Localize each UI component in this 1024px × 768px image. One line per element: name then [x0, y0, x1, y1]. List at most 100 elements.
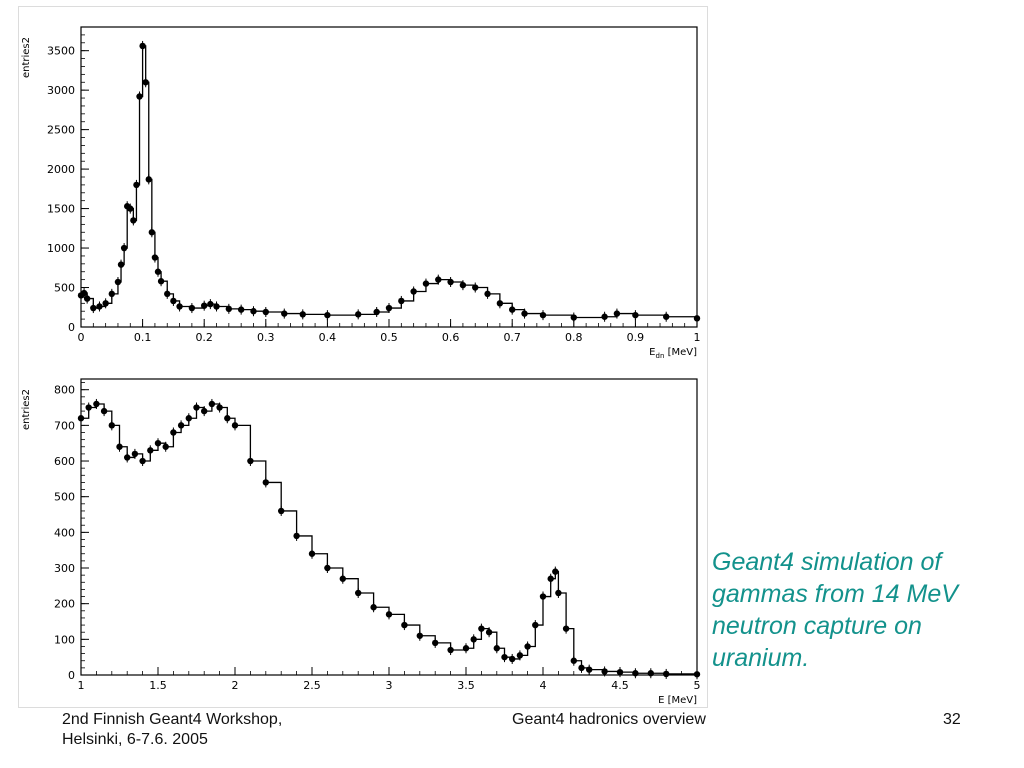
- data-point: [100, 407, 108, 415]
- data-point: [207, 300, 214, 308]
- data-point: [96, 303, 103, 310]
- data-point: [472, 284, 479, 291]
- data-point: [432, 639, 439, 647]
- x-tick-label: 3: [386, 679, 393, 692]
- data-point: [562, 625, 570, 632]
- data-point: [157, 278, 165, 285]
- data-point: [154, 268, 162, 275]
- data-point: [324, 564, 331, 572]
- data-point: [213, 303, 220, 310]
- series-line-1: [81, 45, 698, 319]
- footer-left: 2nd Finnish Geant4 Workshop, Helsinki, 6…: [62, 710, 392, 750]
- x-tick-label: 2.5: [303, 679, 321, 692]
- plot-frame-2: [80, 378, 698, 676]
- data-point: [693, 315, 701, 322]
- data-point: [130, 217, 137, 224]
- y-tick-label: 500: [54, 282, 75, 295]
- data-point: [188, 304, 196, 312]
- data-point: [516, 652, 524, 659]
- data-point: [139, 457, 146, 465]
- data-point: [114, 278, 122, 286]
- caption-line-1: Geant4 simulation of: [712, 548, 942, 576]
- x-tick-label: 4.5: [611, 679, 629, 692]
- y-axis-label: entries2: [21, 389, 32, 430]
- data-point: [385, 611, 393, 618]
- data-point: [496, 300, 504, 307]
- y-tick-label: 100: [54, 633, 75, 646]
- x-tick-label: 0: [78, 331, 85, 344]
- data-point: [385, 304, 393, 312]
- y-tick-label: 1000: [47, 242, 75, 255]
- data-point: [162, 443, 169, 450]
- data-point: [693, 671, 701, 678]
- x-tick-label: 0.7: [503, 331, 521, 344]
- data-point: [485, 629, 493, 636]
- data-point: [208, 400, 216, 408]
- data-point: [663, 313, 670, 320]
- data-point: [339, 575, 346, 582]
- data-point: [170, 297, 177, 305]
- x-tick-label: 0.4: [319, 331, 337, 344]
- caption-line-4: uranium.: [712, 644, 810, 672]
- data-point: [398, 297, 405, 305]
- data-point: [117, 261, 125, 268]
- data-point: [324, 311, 331, 319]
- x-tick-label: 0.2: [195, 331, 213, 344]
- data-point: [555, 589, 562, 597]
- y-tick-label: 0: [68, 669, 75, 682]
- data-point: [85, 404, 92, 411]
- data-point: [281, 310, 288, 317]
- data-point: [578, 664, 585, 672]
- data-point: [447, 278, 454, 286]
- y-tick-label: 800: [54, 384, 75, 397]
- data-point: [136, 93, 143, 100]
- data-point: [262, 308, 269, 316]
- data-point: [80, 289, 88, 297]
- y-tick-label: 2000: [47, 163, 75, 176]
- data-point: [127, 205, 134, 212]
- data-point: [586, 666, 593, 673]
- data-point: [459, 281, 467, 289]
- y-tick-label: 2500: [47, 124, 75, 137]
- figure-panel: 0 0.1 0.2 0.3 0.4 0.5 0.6 0.7 0.8 0.9 1 0 500 1000 150…: [18, 6, 708, 708]
- data-point: [237, 306, 245, 313]
- data-point: [93, 400, 100, 408]
- data-point: [231, 422, 239, 429]
- data-point: [124, 454, 131, 461]
- data-point: [570, 657, 577, 664]
- data-point: [133, 181, 140, 189]
- data-point: [416, 632, 423, 639]
- data-point: [224, 415, 231, 422]
- data-point: [299, 311, 306, 318]
- data-point: [570, 314, 577, 321]
- data-point: [102, 300, 109, 307]
- data-point: [524, 643, 531, 650]
- y-tick-label: 300: [54, 562, 75, 575]
- data-point: [422, 280, 430, 287]
- caption: Geant4 simulation of gammas from 14 MeV …: [712, 546, 1012, 674]
- data-point: [501, 653, 508, 661]
- x-tick-label: 0.3: [257, 331, 275, 344]
- y-tick-label: 1500: [47, 203, 75, 216]
- data-point: [632, 670, 639, 677]
- page-number: 32: [943, 711, 961, 728]
- data-point: [147, 447, 154, 454]
- x-tick-label: 1: [694, 331, 701, 344]
- data-point: [83, 295, 91, 302]
- data-point: [509, 306, 516, 313]
- x-tick-label: 5: [694, 679, 701, 692]
- data-point: [355, 589, 362, 597]
- y-tick-label: 3000: [47, 84, 75, 97]
- data-point: [154, 439, 162, 447]
- data-point: [478, 625, 485, 632]
- y-tick-label: 500: [54, 491, 75, 504]
- data-point: [370, 604, 377, 611]
- y-tick-label: 400: [54, 526, 75, 539]
- data-point: [142, 79, 149, 86]
- data-point: [493, 645, 500, 652]
- data-point: [108, 422, 116, 429]
- x-tick-label: 0.9: [627, 331, 645, 344]
- data-point: [145, 176, 152, 183]
- data-point: [262, 479, 269, 486]
